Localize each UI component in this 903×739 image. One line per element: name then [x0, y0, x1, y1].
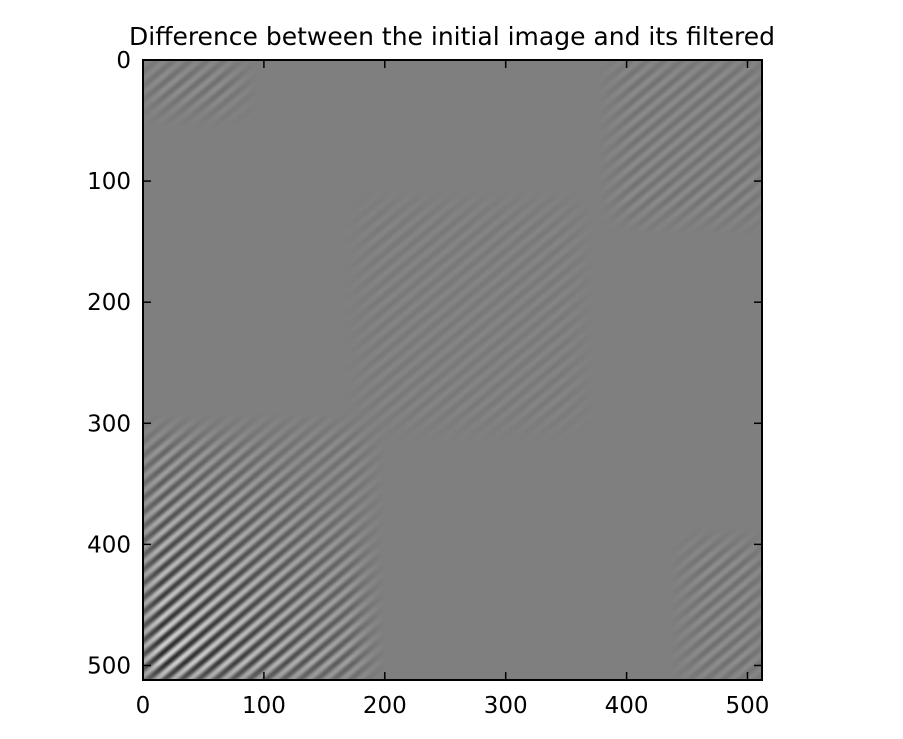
x-tick-label: 0: [136, 693, 151, 719]
x-tick-label: 100: [242, 693, 286, 719]
y-tick-label: 500: [87, 653, 131, 679]
x-tick-label: 400: [605, 693, 649, 719]
y-tick-label: 400: [87, 532, 131, 558]
plot-area: [142, 59, 763, 681]
y-axis: 0 100 200 300 400 500: [87, 48, 762, 679]
y-tick-label: 300: [87, 411, 131, 437]
heatmap-image: [143, 60, 762, 680]
chart-title: Difference between the initial image and…: [129, 22, 775, 51]
plot-frame: [142, 59, 763, 681]
x-tick-label: 200: [363, 693, 407, 719]
y-tick-label: 200: [87, 290, 131, 316]
y-tick-label: 0: [116, 48, 131, 74]
x-tick-label: 300: [484, 693, 528, 719]
x-tick-label: 500: [726, 693, 770, 719]
y-tick-label: 100: [87, 169, 131, 195]
x-axis: 0 100 200 300 400 500: [136, 60, 770, 719]
